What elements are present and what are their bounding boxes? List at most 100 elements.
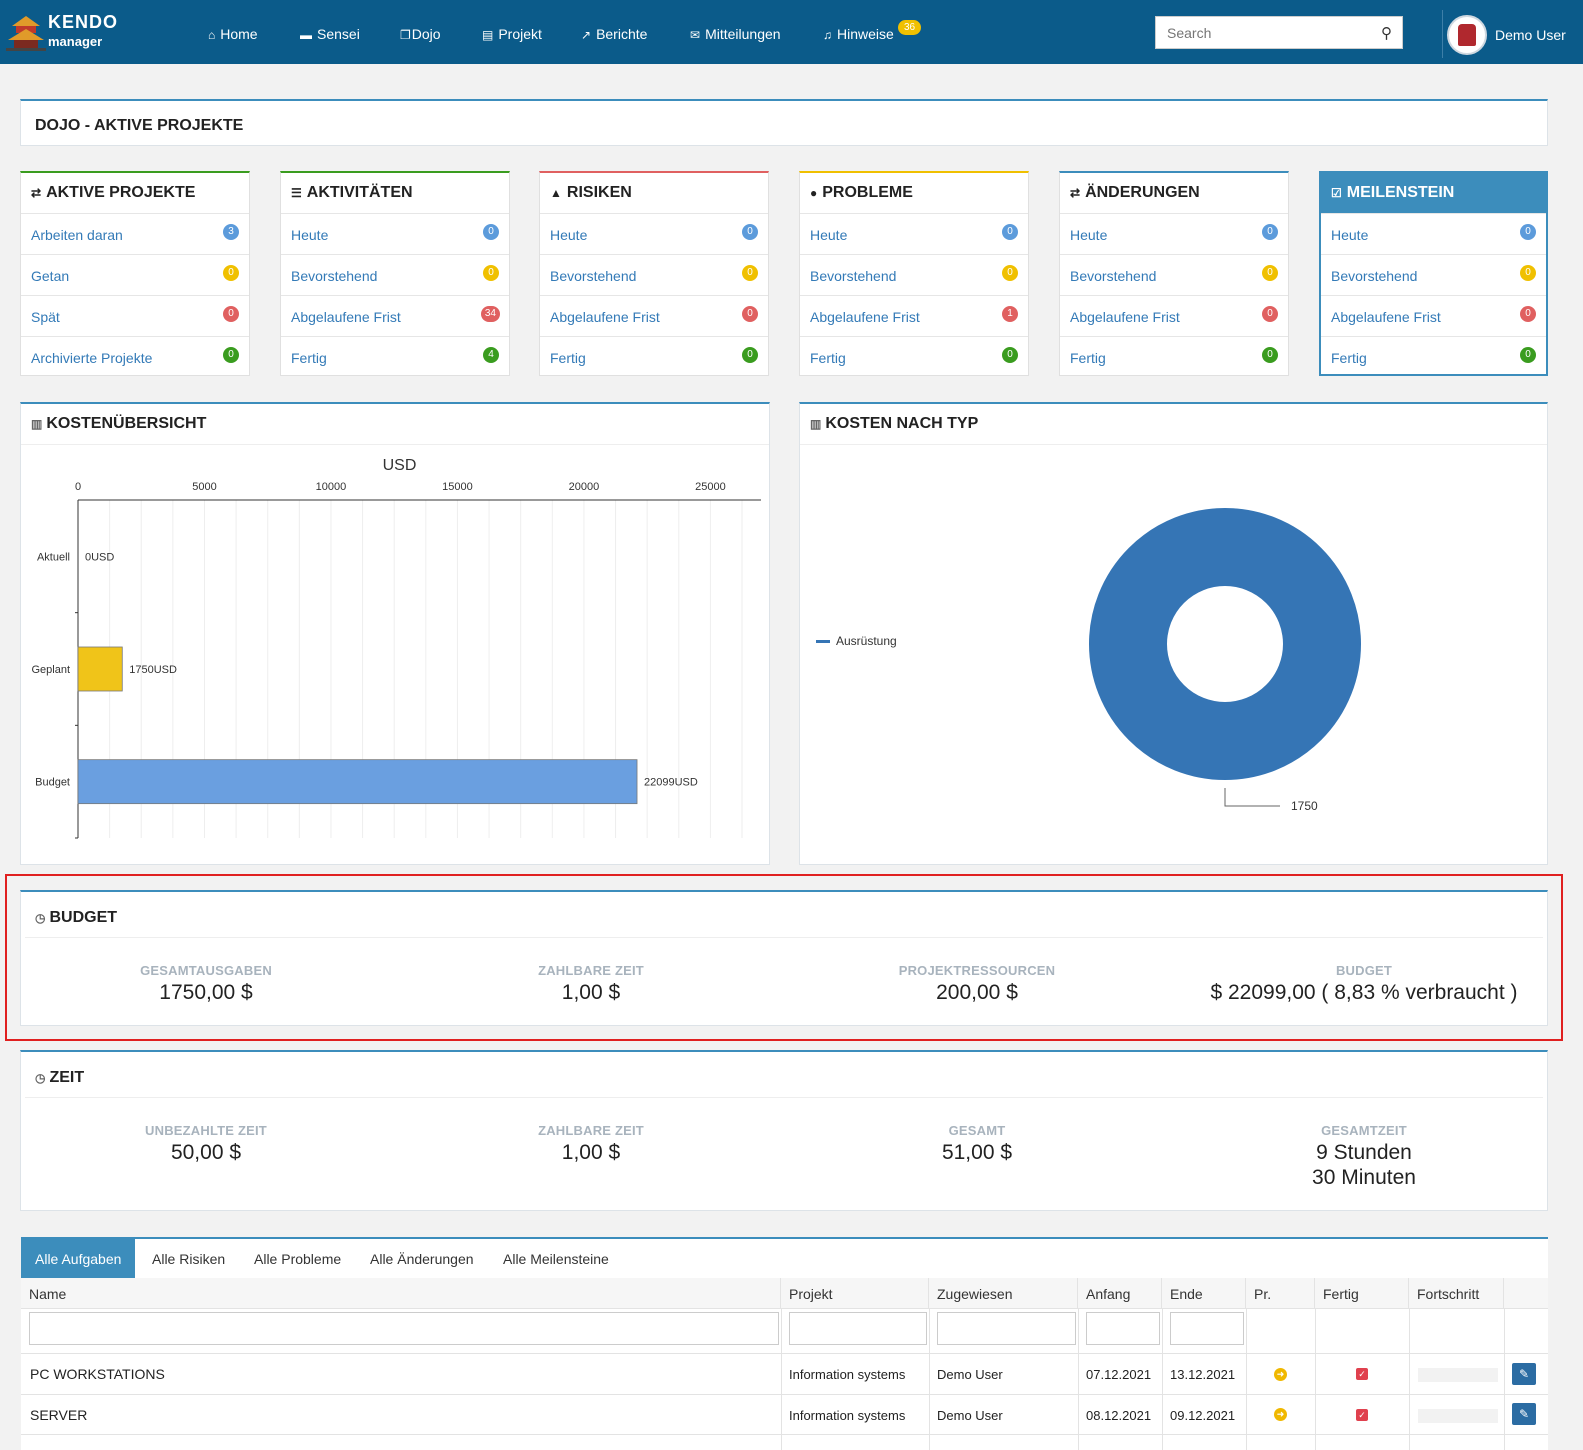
kendo-logo[interactable]: KENDO manager [6, 12, 118, 54]
stat-panel-title: ⇄ AKTIVE PROJEKTE [21, 173, 249, 214]
col-header-fortschritt[interactable]: Fortschritt [1409, 1278, 1504, 1308]
filter-projekt-input[interactable] [789, 1312, 927, 1345]
stat-row[interactable]: Fertig 0 [1060, 337, 1288, 378]
stat-row[interactable]: Abgelaufene Frist 34 [281, 296, 509, 337]
filter-zugewiesen-input[interactable] [937, 1312, 1076, 1345]
grid-line [1246, 1308, 1247, 1450]
stat-row[interactable]: Heute 0 [281, 214, 509, 255]
stat-row[interactable]: Bevorstehend 0 [1060, 255, 1288, 296]
col-header-fertig[interactable]: Fertig [1315, 1278, 1409, 1308]
stat-row-label[interactable]: Fertig [810, 350, 846, 366]
edit-button[interactable]: ✎ [1512, 1363, 1536, 1385]
stat-row[interactable]: Heute 0 [800, 214, 1028, 255]
count-badge: 0 [483, 224, 499, 240]
stat-row[interactable]: Bevorstehend 0 [800, 255, 1028, 296]
nav-dojo[interactable]: ❐Dojo [400, 26, 441, 42]
stat-row[interactable]: Getan 0 [21, 255, 249, 296]
nav-sensei[interactable]: ▬ Sensei [300, 26, 360, 42]
stat-row-label[interactable]: Heute [1331, 227, 1369, 243]
stat-row[interactable]: Bevorstehend 0 [281, 255, 509, 296]
stat-row-label[interactable]: Heute [810, 227, 848, 243]
edit-button[interactable]: ✎ [1512, 1403, 1536, 1425]
stat-row-label[interactable]: Heute [291, 227, 329, 243]
tab-alle-meilensteine[interactable]: Alle Meilensteine [503, 1251, 609, 1267]
stat-row-label[interactable]: Bevorstehend [1331, 268, 1418, 284]
bar-value-label: 22099USD [644, 777, 698, 789]
nav-berichte[interactable]: ↗ Berichte [581, 26, 647, 42]
nav-home-label: Home [220, 26, 258, 42]
stat-panel-title-text: MEILENSTEIN [1346, 184, 1455, 201]
tab-alle-probleme[interactable]: Alle Probleme [254, 1251, 342, 1267]
kpi-value: $ 22099,00 ( 8,83 % verbraucht ) [1210, 981, 1518, 1004]
stat-row-label[interactable]: Arbeiten daran [31, 227, 123, 243]
stat-row[interactable]: Fertig 0 [1321, 337, 1546, 378]
stat-row-label[interactable]: Fertig [291, 350, 327, 366]
stat-row[interactable]: Fertig 4 [281, 337, 509, 378]
stat-row-label[interactable]: Heute [550, 227, 588, 243]
done-checkbox-icon[interactable]: ✓ [1356, 1409, 1368, 1421]
stat-row[interactable]: Abgelaufene Frist 0 [1060, 296, 1288, 337]
value-leader-line [1224, 788, 1280, 807]
stat-row[interactable]: Fertig 0 [540, 337, 768, 378]
nav-projekt[interactable]: ▤ Projekt [482, 26, 542, 42]
stat-row[interactable]: Abgelaufene Frist 0 [1321, 296, 1546, 337]
stat-row[interactable]: Heute 0 [1060, 214, 1288, 255]
stat-row[interactable]: Abgelaufene Frist 1 [800, 296, 1028, 337]
tab-alle-aenderungen[interactable]: Alle Änderungen [370, 1251, 474, 1267]
col-header-anfang[interactable]: Anfang [1078, 1278, 1162, 1308]
nav-mitteilungen[interactable]: ✉ Mitteilungen [690, 26, 781, 42]
stat-row[interactable]: Fertig 0 [800, 337, 1028, 378]
stat-row-label[interactable]: Fertig [550, 350, 586, 366]
stat-row-label[interactable]: Abgelaufene Frist [291, 309, 401, 325]
stat-row[interactable]: Archivierte Projekte 0 [21, 337, 249, 378]
search-icon[interactable]: ⚲ [1381, 25, 1392, 42]
stat-row[interactable]: Spät 0 [21, 296, 249, 337]
stat-row-label[interactable]: Bevorstehend [291, 268, 378, 284]
search-input[interactable] [1156, 17, 1366, 48]
stat-row-label[interactable]: Abgelaufene Frist [550, 309, 660, 325]
stat-row-label[interactable]: Archivierte Projekte [31, 350, 153, 366]
stat-row-label[interactable]: Fertig [1070, 350, 1106, 366]
cell-name[interactable]: PC WORKSTATIONS [30, 1366, 165, 1382]
col-header-projekt[interactable]: Projekt [781, 1278, 929, 1308]
legend-label: Ausrüstung [836, 634, 897, 648]
stat-row-label[interactable]: Bevorstehend [550, 268, 637, 284]
stat-row[interactable]: Arbeiten daran 3 [21, 214, 249, 255]
nav-home[interactable]: ⌂ Home [208, 26, 258, 42]
col-header-name[interactable]: Name [21, 1278, 781, 1308]
avatar[interactable] [1447, 15, 1487, 55]
stat-row-label[interactable]: Bevorstehend [1070, 268, 1157, 284]
stat-row-label[interactable]: Getan [31, 268, 70, 284]
stat-row-label[interactable]: Bevorstehend [810, 268, 897, 284]
col-header-zugewiesen[interactable]: Zugewiesen [929, 1278, 1078, 1308]
stat-row-label[interactable]: Fertig [1331, 350, 1367, 366]
kpi-label: ZAHLBARE ZEIT [538, 963, 644, 978]
user-name[interactable]: Demo User [1495, 27, 1566, 43]
done-checkbox-icon[interactable]: ✓ [1356, 1368, 1368, 1380]
tab-alle-aufgaben[interactable]: Alle Aufgaben [21, 1239, 136, 1278]
filter-ende-input[interactable] [1170, 1312, 1244, 1345]
stat-row-label[interactable]: Abgelaufene Frist [810, 309, 920, 325]
stat-row-label[interactable]: Abgelaufene Frist [1331, 309, 1441, 325]
cell-name[interactable]: SERVER [30, 1407, 88, 1423]
stat-row[interactable]: Heute 0 [540, 214, 768, 255]
filter-name-input[interactable] [29, 1312, 779, 1345]
col-header-prioritaet[interactable]: Pr. [1246, 1278, 1315, 1308]
count-badge: 0 [742, 347, 758, 363]
stat-row-label[interactable]: Abgelaufene Frist [1070, 309, 1180, 325]
stat-row-label[interactable]: Spät [31, 309, 60, 325]
filter-anfang-input[interactable] [1086, 1312, 1160, 1345]
stat-row-label[interactable]: Heute [1070, 227, 1108, 243]
stat-row[interactable]: Bevorstehend 0 [1321, 255, 1546, 296]
col-header-ende[interactable]: Ende [1162, 1278, 1246, 1308]
count-badge: 0 [1262, 347, 1278, 363]
pagoda-logo-icon [6, 16, 46, 51]
count-badge: 0 [1520, 306, 1536, 322]
stat-row[interactable]: Heute 0 [1321, 214, 1546, 255]
nav-hinweise[interactable]: ♫ Hinweise [823, 26, 894, 42]
stat-row[interactable]: Bevorstehend 0 [540, 255, 768, 296]
tab-alle-risiken[interactable]: Alle Risiken [152, 1251, 226, 1267]
count-badge: 0 [742, 306, 758, 322]
stat-row[interactable]: Abgelaufene Frist 0 [540, 296, 768, 337]
kpi-value: 1,00 $ [561, 1141, 621, 1164]
